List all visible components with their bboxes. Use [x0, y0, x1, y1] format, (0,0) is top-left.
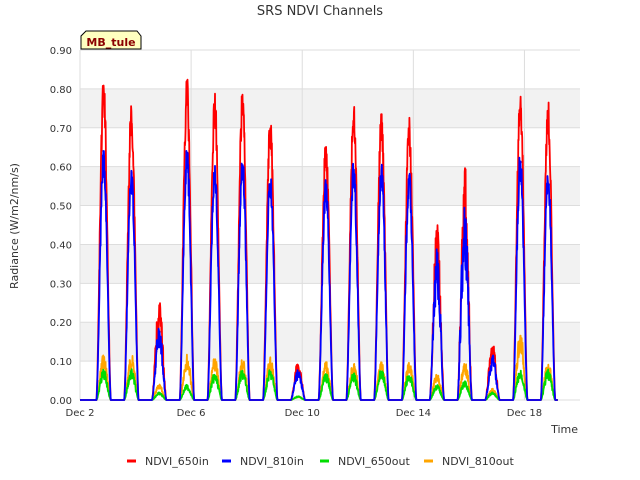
x-tick-label: Dec 6 — [177, 408, 206, 419]
y-tick-label: 0.00 — [50, 396, 72, 407]
legend-label: NDVI_650in — [145, 455, 209, 468]
legend-label: NDVI_810out — [442, 455, 514, 468]
y-tick-label: 0.70 — [50, 124, 72, 135]
y-tick-label: 0.60 — [50, 163, 72, 174]
legend-label: NDVI_650out — [338, 455, 410, 468]
x-tick-label: Dec 14 — [396, 408, 431, 419]
y-axis-label: Radiance (W/m2/nm/s) — [8, 163, 21, 289]
annotation-label: MB_tule — [86, 36, 135, 49]
annotation-box: MB_tule — [80, 30, 142, 50]
plot-band — [80, 88, 580, 128]
y-tick-label: 0.50 — [50, 202, 72, 213]
plot-band — [80, 50, 580, 89]
plot-band — [80, 127, 580, 167]
y-tick-label: 0.20 — [50, 318, 72, 329]
x-tick-label: Dec 10 — [285, 408, 320, 419]
y-tick-label: 0.10 — [50, 357, 72, 368]
annotation-shape — [80, 30, 142, 50]
x-axis-ticks: Dec 2 Dec 6 Dec 10 Dec 14 Dec 18 — [66, 408, 543, 419]
chart-title: SRS NDVI Channels — [257, 4, 383, 19]
y-tick-label: 0.90 — [50, 46, 72, 57]
x-tick-label: Dec 2 — [66, 408, 95, 419]
x-axis-label: Time — [550, 423, 578, 436]
legend: NDVI_650in NDVI_810in NDVI_650out NDVI_810o… — [127, 455, 514, 468]
y-axis-ticks: 0.00 0.10 0.20 0.30 0.40 0.50 0.60 0.70 0.80 0.90 — [50, 46, 72, 407]
legend-label: NDVI_810in — [240, 455, 304, 468]
y-tick-label: 0.80 — [50, 85, 72, 96]
x-tick-label: Dec 18 — [507, 408, 542, 419]
plot-band — [80, 166, 580, 206]
series-layer — [79, 78, 559, 401]
y-tick-label: 0.30 — [50, 279, 72, 290]
series-line-ndvi-810in — [79, 150, 559, 401]
y-tick-label: 0.40 — [50, 240, 72, 251]
